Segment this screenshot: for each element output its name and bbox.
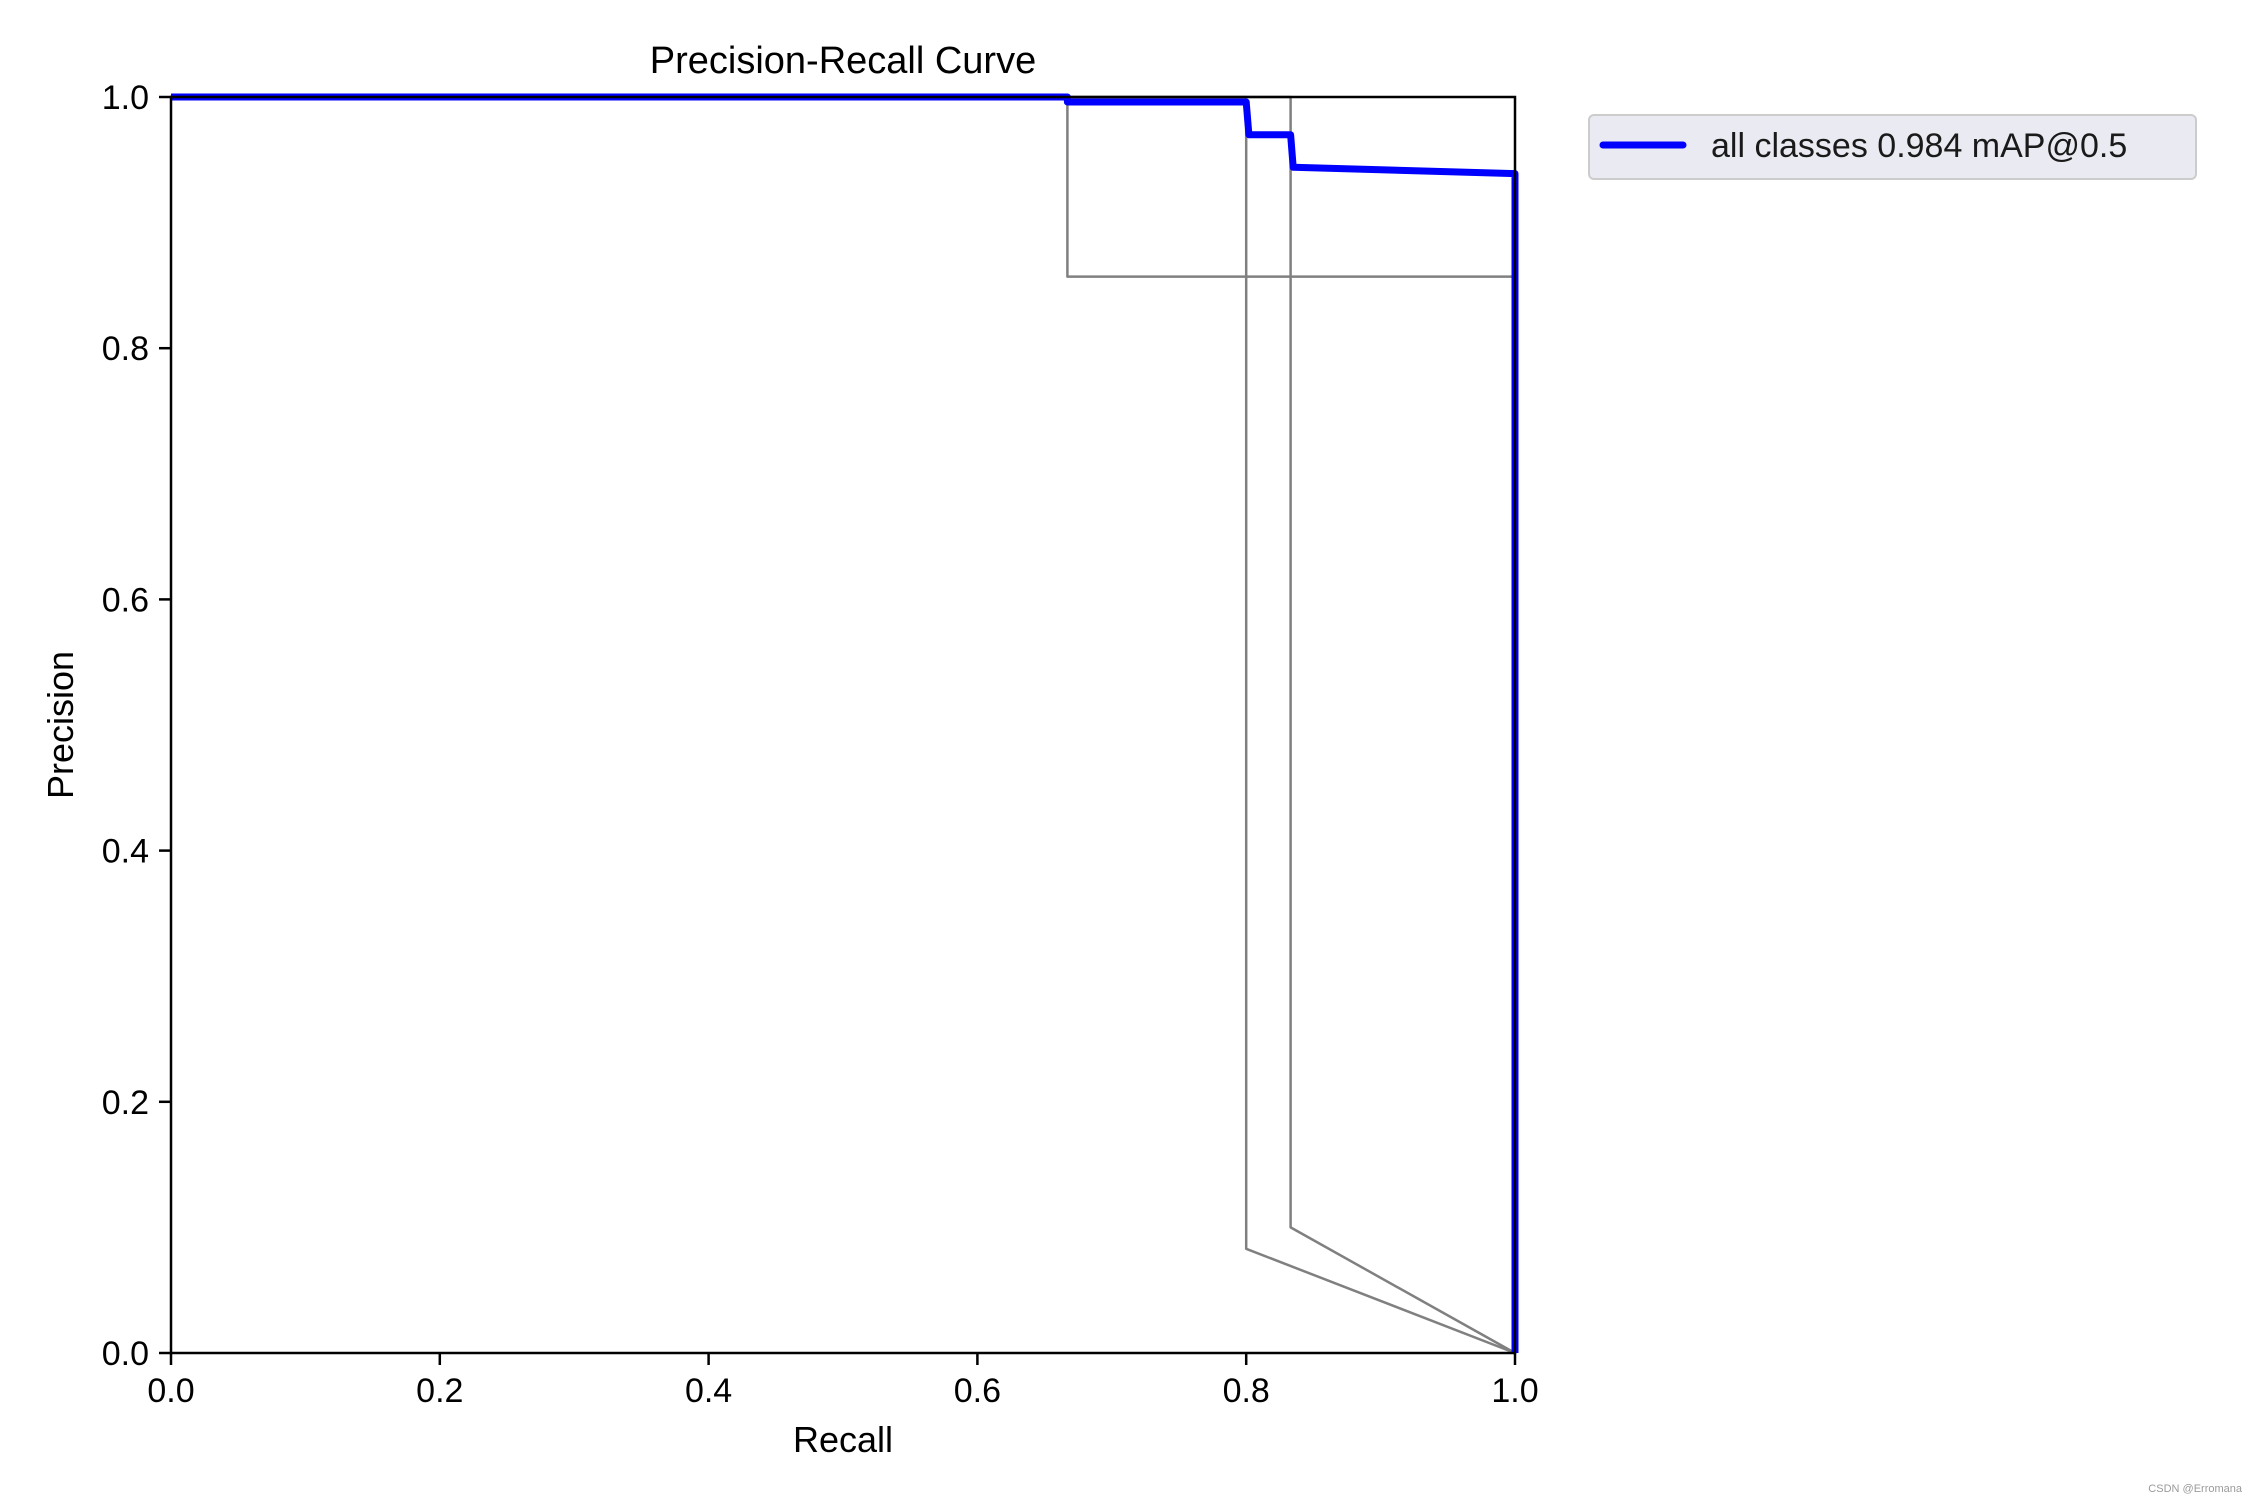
x-axis-label: Recall — [793, 1419, 893, 1460]
x-tick-label: 1.0 — [1491, 1372, 1538, 1410]
series-line-class-2 — [171, 95, 1516, 1355]
series-line-class-3 — [171, 95, 1516, 1355]
x-tick-label: 0.6 — [954, 1372, 1001, 1410]
legend: all classes 0.984 mAP@0.5 — [1588, 114, 2197, 180]
y-tick-label: 1.0 — [102, 79, 149, 117]
ticks-layer: 0.0 0.2 0.4 0.6 0.8 1.0 0.0 0.2 0.4 0.6 0.8 1.0 — [102, 79, 1539, 1410]
series-line-class-1 — [171, 95, 1515, 1355]
x-tick-label: 0.8 — [1223, 1372, 1270, 1410]
plot-frame — [169, 95, 1517, 1355]
legend-box — [1588, 114, 2197, 180]
watermark: CSDN @Erromana — [2148, 1483, 2243, 1495]
y-tick-label: 0.4 — [102, 833, 149, 871]
series-layer — [171, 93, 1519, 1355]
y-axis-label: Precision — [40, 651, 81, 799]
series-line-all-classes — [171, 93, 1519, 1353]
x-tick-label: 0.2 — [416, 1372, 463, 1410]
x-tick-label: 0.4 — [685, 1372, 732, 1410]
x-tick-label: 0.0 — [147, 1372, 194, 1410]
y-tick-label: 0.0 — [102, 1335, 149, 1373]
y-tick-label: 0.6 — [102, 581, 149, 619]
y-tick-label: 0.2 — [102, 1084, 149, 1122]
y-tick-label: 0.8 — [102, 330, 149, 368]
legend-label: all classes 0.984 mAP@0.5 — [1711, 127, 2127, 165]
chart-title: Precision-Recall Curve — [650, 40, 1036, 82]
